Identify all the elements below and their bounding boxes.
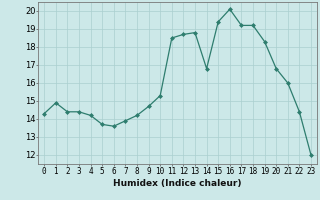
X-axis label: Humidex (Indice chaleur): Humidex (Indice chaleur) [113, 179, 242, 188]
